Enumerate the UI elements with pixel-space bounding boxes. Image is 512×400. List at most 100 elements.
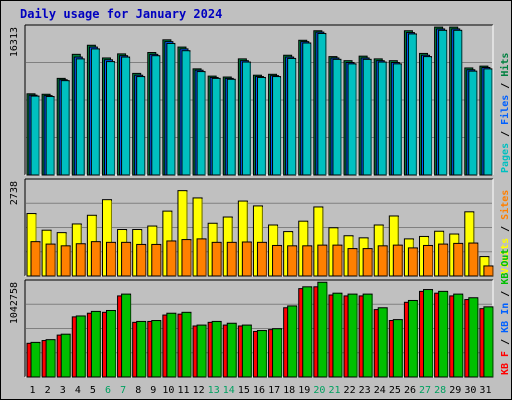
pages-bar <box>60 80 70 176</box>
sites-bar <box>196 238 207 277</box>
x-tick-label: 20 <box>313 385 325 396</box>
x-tick-label: 7 <box>120 385 126 396</box>
pages-bar <box>453 29 463 176</box>
legend-separator: / <box>500 333 511 351</box>
pages-bar <box>121 56 131 176</box>
sites-bar <box>75 243 86 277</box>
x-tick-label: 30 <box>464 385 476 396</box>
pages-bar <box>392 63 402 176</box>
panel-1-ymax-label: 16313 <box>9 27 20 57</box>
sites-bar <box>317 244 328 277</box>
x-tick-label: 19 <box>298 385 310 396</box>
panel-2-legend: Visits / Sites <box>499 190 511 274</box>
x-tick-label: 10 <box>162 385 174 396</box>
x-tick-label: 8 <box>135 385 141 396</box>
x-tick-label: 17 <box>268 385 280 396</box>
kb-out-bar <box>302 286 313 378</box>
page-title: Daily usage for January 2024 <box>20 7 223 21</box>
pages-bar <box>211 77 221 176</box>
sites-bar <box>151 243 162 277</box>
pages-bar <box>362 58 372 176</box>
x-tick-label: 14 <box>223 385 235 396</box>
x-tick-label: 22 <box>344 385 356 396</box>
kb-out-bar <box>332 292 343 378</box>
pages-bar <box>332 58 342 176</box>
x-tick-label: 28 <box>434 385 446 396</box>
panel-2-ymax-label: 2738 <box>9 181 20 205</box>
kb-out-bar <box>60 333 71 378</box>
x-tick-label: 27 <box>419 385 431 396</box>
x-tick-label: 24 <box>374 385 386 396</box>
pages-bar <box>256 76 266 176</box>
kb-out-bar <box>226 322 237 378</box>
pages-bar <box>151 55 161 176</box>
kb-out-bar <box>377 307 388 378</box>
sites-bar <box>45 243 56 277</box>
x-tick-label: 3 <box>60 385 66 396</box>
kb-out-bar <box>121 293 132 378</box>
sites-bar <box>347 248 358 277</box>
legend-separator: / <box>500 125 511 143</box>
x-tick-label: 11 <box>177 385 189 396</box>
x-tick-label: 15 <box>238 385 250 396</box>
panel-1-legend: Pages / Files / Hits <box>499 53 511 173</box>
sites-bar <box>272 244 283 277</box>
kb-out-bar <box>136 320 147 378</box>
sites-bar <box>105 241 116 277</box>
legend-separator: / <box>500 77 511 95</box>
pages-bar <box>302 42 312 176</box>
legend-entry: KB F <box>500 351 511 375</box>
pages-bar <box>90 48 100 176</box>
x-tick-label: 31 <box>479 385 491 396</box>
kb-out-bar <box>453 293 464 378</box>
kb-out-bar <box>166 312 177 378</box>
legend-separator: / <box>500 285 511 303</box>
sites-bar <box>407 247 418 277</box>
sites-bar <box>90 241 101 277</box>
x-tick-label: 12 <box>193 385 205 396</box>
sites-bar <box>302 245 313 277</box>
x-tick-label: 1 <box>30 385 36 396</box>
sites-bar <box>377 245 388 277</box>
x-tick-label: 18 <box>283 385 295 396</box>
kb-out-bar <box>423 289 434 378</box>
pages-bar <box>438 29 448 176</box>
kb-out-bar <box>438 290 449 378</box>
panel-3-ymax-label: 1042758 <box>9 282 20 324</box>
pages-bar <box>181 50 191 176</box>
sites-bar <box>453 242 464 277</box>
x-tick-label: 9 <box>150 385 156 396</box>
legend-entry: Pages <box>500 143 511 173</box>
pages-bar <box>226 78 236 176</box>
sites-bar <box>181 239 192 277</box>
sites-bar <box>256 241 267 277</box>
kb-out-bar <box>211 320 222 378</box>
kb-out-bar <box>196 324 207 378</box>
kb-out-bar <box>30 341 41 378</box>
x-tick-label: 2 <box>45 385 51 396</box>
x-tick-label: 6 <box>105 385 111 396</box>
sites-bar <box>287 245 298 277</box>
kb-out-bar <box>181 311 192 378</box>
kb-out-bar <box>407 299 418 378</box>
sites-bar <box>166 240 177 277</box>
legend-entry: Files <box>499 95 511 125</box>
kb-out-bar <box>241 324 252 378</box>
pages-bar <box>75 58 85 176</box>
sites-bar <box>30 241 41 277</box>
x-tick-label: 21 <box>328 385 340 396</box>
x-tick-label: 25 <box>389 385 401 396</box>
sites-bar <box>332 244 343 277</box>
pages-bar <box>468 70 478 176</box>
x-tick-label: 29 <box>449 385 461 396</box>
x-tick-label: 16 <box>253 385 265 396</box>
x-tick-label: 5 <box>90 385 96 396</box>
x-tick-label: 4 <box>75 385 81 396</box>
sites-bar <box>468 242 479 277</box>
legend-entry: KB In <box>500 303 511 333</box>
sites-bar <box>121 241 132 277</box>
kb-out-bar <box>90 310 101 378</box>
pages-bar <box>407 33 417 176</box>
